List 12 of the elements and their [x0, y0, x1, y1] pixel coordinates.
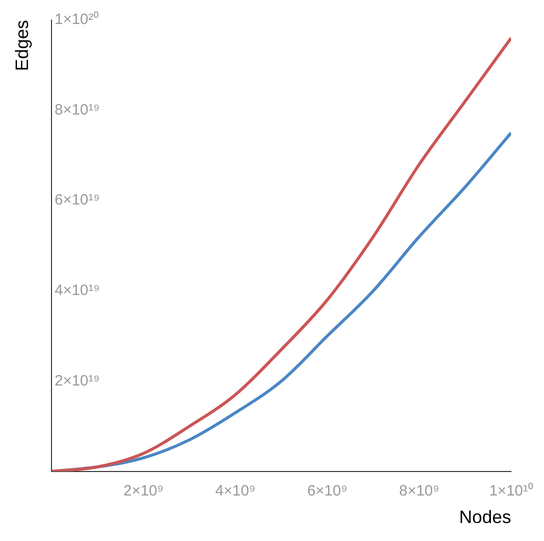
y-tick-label: 1×10²⁰: [54, 11, 98, 28]
x-tick-label: 8×10⁹: [399, 482, 440, 500]
y-tick-label: 4×10¹⁹: [54, 282, 100, 299]
x-tick-label: 1×10¹⁰: [489, 482, 534, 500]
x-tick-label: 2×10⁹: [123, 482, 164, 500]
x-tick-label: 4×10⁹: [215, 482, 256, 500]
x-axis-title: Nodes: [459, 507, 512, 528]
x-tick-label: 6×10⁹: [307, 482, 348, 500]
y-tick-label: 8×10¹⁹: [54, 101, 100, 118]
y-tick-label: 2×10¹⁹: [54, 372, 100, 390]
y-tick-label: 6×10¹⁹: [54, 192, 100, 209]
y-axis-title: Edges: [12, 20, 32, 72]
